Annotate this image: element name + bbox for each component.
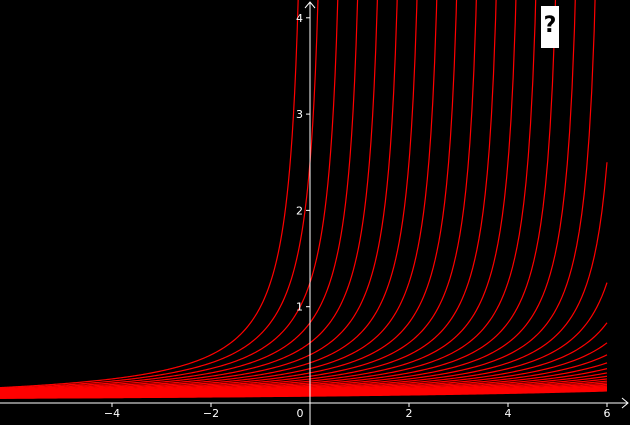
curve-series-0	[0, 0, 299, 389]
curve-series-2	[0, 0, 339, 390]
curves-layer	[0, 0, 608, 399]
x-tick-label: −2	[203, 407, 219, 420]
y-tick-label: 2	[296, 204, 303, 217]
curve-series-6	[0, 0, 418, 393]
x-tick-label: 6	[604, 407, 611, 420]
x-tick-label: 4	[505, 407, 512, 420]
y-axis-arrow	[304, 1, 316, 9]
curve-series-5	[0, 0, 398, 392]
x-tick-label: 0	[297, 407, 304, 420]
curve-series-11	[0, 0, 517, 395]
curve-series-14	[0, 0, 576, 396]
help-button[interactable]: ?	[541, 6, 559, 48]
curve-series-10	[0, 0, 497, 395]
y-tick-label: 4	[296, 12, 303, 25]
curve-series-8	[0, 0, 458, 394]
y-tick-label: 1	[296, 301, 303, 314]
curve-series-35	[0, 390, 608, 399]
curve-series-1	[0, 0, 319, 390]
curve-series-4	[0, 0, 378, 392]
x-tick-label: −4	[104, 407, 120, 420]
y-tick-label: 3	[296, 108, 303, 121]
curve-series-3	[0, 0, 359, 391]
x-axis-arrow	[621, 397, 629, 409]
curve-series-16	[0, 162, 608, 396]
tick-labels-layer: −4 −2 0 2 4 6 1 2 3 4	[104, 12, 611, 420]
curve-series-7	[0, 0, 438, 393]
x-tick-label: 2	[406, 407, 413, 420]
